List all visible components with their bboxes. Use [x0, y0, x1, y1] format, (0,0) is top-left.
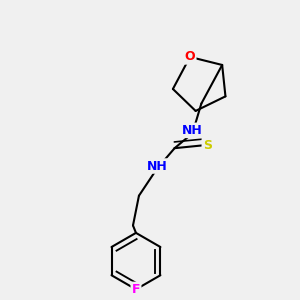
Text: F: F	[132, 283, 140, 296]
Text: O: O	[184, 50, 195, 63]
Text: S: S	[203, 139, 212, 152]
Text: NH: NH	[146, 160, 167, 172]
Text: NH: NH	[182, 124, 203, 137]
